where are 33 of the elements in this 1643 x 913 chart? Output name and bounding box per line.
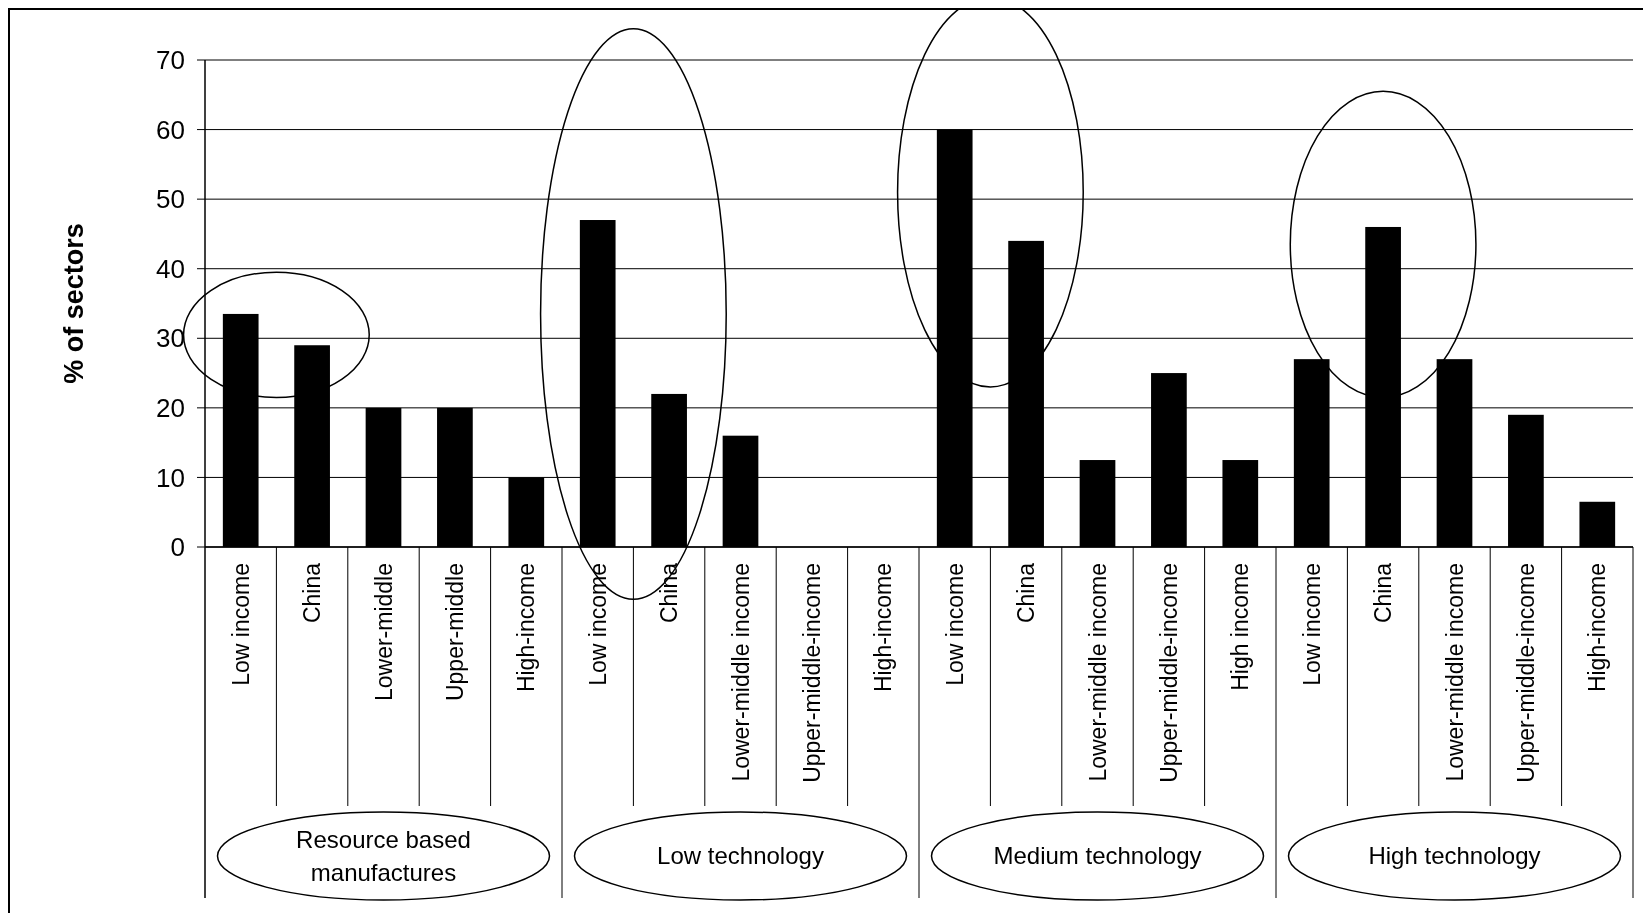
text: Medium technology — [993, 842, 1202, 870]
x-tick-label: Lower-middle income — [1084, 563, 1111, 782]
y-tick-label: 20 — [156, 392, 185, 423]
x-tick-label: Low income — [584, 563, 611, 686]
y-tick-label: 30 — [156, 323, 185, 354]
x-tick-label: High-income — [513, 563, 540, 693]
x-tick-label: China — [1013, 562, 1040, 624]
y-tick-label: 50 — [156, 184, 185, 215]
y-tick-label: 70 — [156, 45, 185, 76]
x-tick-label: High-income — [870, 563, 897, 693]
x-tick-label: China — [1370, 562, 1397, 624]
y-tick-label: 10 — [156, 462, 185, 493]
x-tick-label: Lower-middle income — [1441, 563, 1468, 782]
text: High technology — [1368, 842, 1541, 870]
x-tick-label: Upper-middle — [441, 563, 468, 702]
x-tick-label: High income — [1227, 563, 1254, 691]
x-tick-label: Upper-middle-income — [1155, 563, 1182, 783]
x-tick-label: China — [656, 562, 683, 624]
x-tick-label: Low income — [1298, 563, 1325, 686]
y-axis-title: % of sectors — [59, 223, 89, 384]
y-tick-label: 60 — [156, 114, 185, 145]
x-tick-label: Upper-middle-income — [798, 563, 825, 783]
x-tick-label: Low income — [227, 563, 254, 686]
y-tick-label: 0 — [170, 532, 185, 563]
text: Low technology — [657, 842, 824, 870]
x-tick-label: China — [299, 562, 326, 624]
text: Resource based manufactures — [296, 825, 471, 886]
x-tick-label: Lower-middle — [370, 563, 397, 702]
y-tick-label: 40 — [156, 253, 185, 284]
x-tick-label: Lower-middle income — [727, 563, 754, 782]
x-tick-label: High-income — [1584, 563, 1611, 693]
x-tick-label: Low income — [941, 563, 968, 686]
x-tick-label: Upper-middle-income — [1512, 563, 1539, 783]
